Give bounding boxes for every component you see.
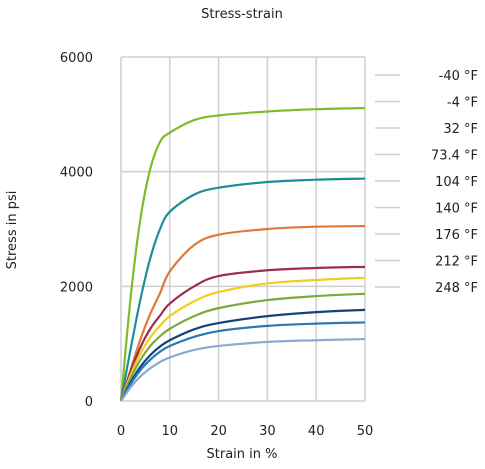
grid: [120, 56, 366, 402]
y-tick-label: 2000: [60, 280, 93, 295]
series-line: [120, 321, 366, 402]
x-tick-label: 30: [259, 424, 276, 439]
series-group: [119, 106, 366, 402]
y-tick-label: 4000: [60, 166, 93, 181]
x-tick-label: 50: [357, 424, 374, 439]
legend-entry: -4 °F: [447, 96, 478, 111]
x-tick-label: 0: [117, 424, 125, 439]
x-axis-label: Strain in %: [207, 447, 278, 462]
legend-entry: 140 °F: [435, 202, 478, 217]
y-tick-label: 0: [85, 395, 93, 410]
series-line: [119, 276, 366, 402]
y-tick-label: 6000: [60, 51, 93, 66]
series-line: [119, 225, 366, 402]
x-tick-labels: 0 10 20 30 40 50: [117, 424, 373, 439]
legend-entry: 212 °F: [435, 255, 478, 270]
legend: -40 °F -4 °F 32 °F 73.4 °F 104 °F 140 °F 176 °…: [375, 69, 478, 296]
series-line: [119, 177, 366, 402]
legend-entry: 73.4 °F: [431, 149, 478, 164]
series-line: [119, 292, 366, 402]
legend-entry: -40 °F: [439, 69, 478, 84]
chart-title: Stress-strain: [201, 7, 283, 22]
legend-entry: 176 °F: [435, 228, 478, 243]
y-axis-label: Stress in psi: [5, 191, 20, 270]
series-line: [119, 106, 366, 402]
legend-entry: 248 °F: [435, 281, 478, 296]
x-tick-label: 20: [210, 424, 227, 439]
legend-entry: 32 °F: [443, 122, 478, 137]
series-line: [120, 308, 366, 402]
y-tick-labels: 0 2000 4000 6000: [60, 51, 93, 410]
series-line: [119, 265, 366, 402]
series-line: [120, 337, 366, 402]
legend-entry: 104 °F: [435, 175, 478, 190]
x-tick-label: 40: [308, 424, 325, 439]
x-tick-label: 10: [162, 424, 179, 439]
